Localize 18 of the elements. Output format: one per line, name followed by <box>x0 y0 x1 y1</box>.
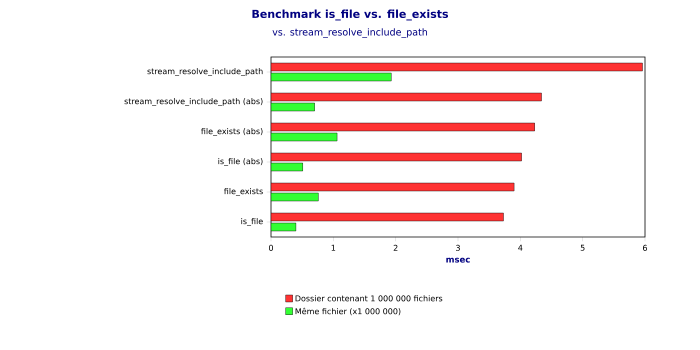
x-tick-label: 5 <box>580 244 585 251</box>
x-tick-label: 1 <box>332 244 336 251</box>
x-tick-label: 2 <box>394 244 398 251</box>
y-tick-label: is_file <box>241 218 263 226</box>
legend-label: Dossier contenant 1 000 000 fichiers <box>296 295 442 302</box>
x-tick-label: 3 <box>456 244 460 251</box>
chart-title: Benchmark is_file vs. file_exists <box>252 10 448 20</box>
y-tick-label: file_exists (abs) <box>201 128 263 136</box>
y-tick-label: stream_resolve_include_path (abs) <box>124 98 263 106</box>
x-tick-label: 6 <box>643 244 648 251</box>
legend-label: Même fichier (x1 000 000) <box>296 308 400 316</box>
chart-subtitle: vs. stream_resolve_include_path <box>272 28 428 38</box>
y-tick-label: file_exists <box>224 188 263 196</box>
x-tick-label: 4 <box>518 244 522 251</box>
y-tick-label: is_file (abs) <box>218 158 263 166</box>
x-axis-title: msec <box>446 258 470 263</box>
y-tick-label: stream_resolve_include_path <box>147 68 263 76</box>
x-tick-label: 0 <box>268 244 274 251</box>
